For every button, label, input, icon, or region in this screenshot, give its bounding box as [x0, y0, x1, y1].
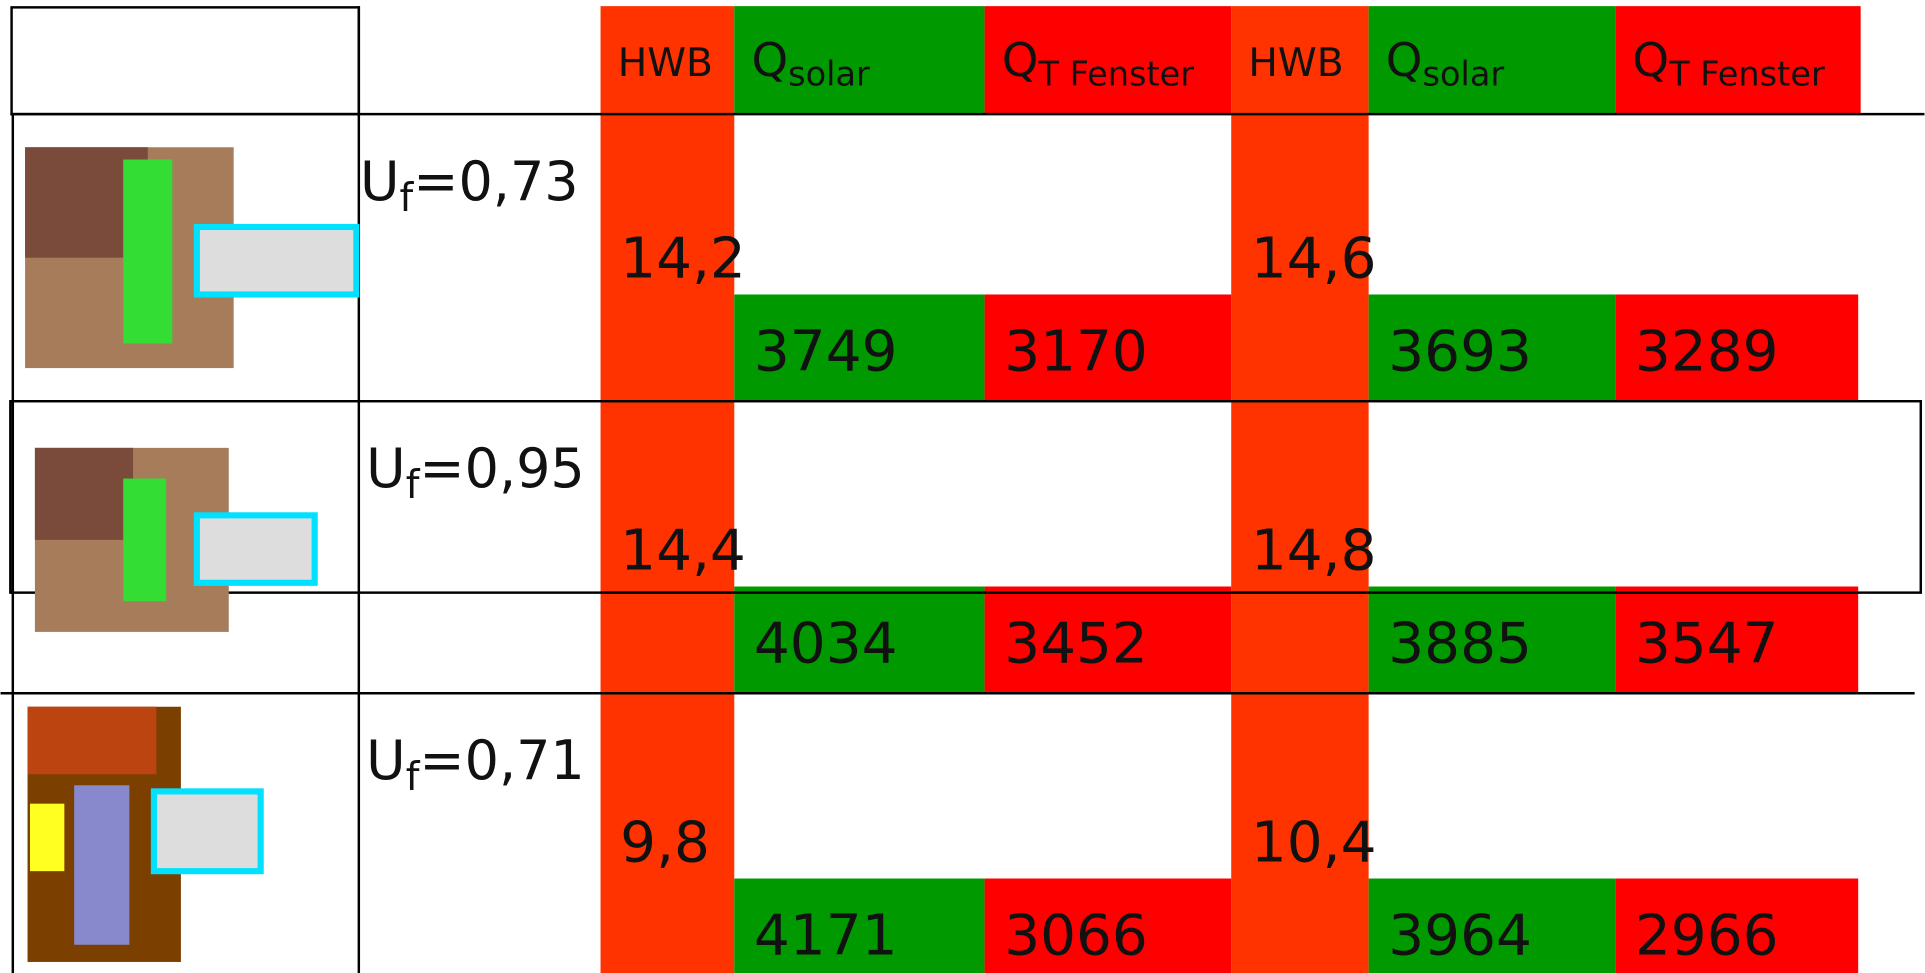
u-value-label-sub: f [406, 463, 421, 508]
cell-value: 3289 [1635, 320, 1779, 385]
column-header-main: Q [751, 33, 788, 87]
cell-value: 3547 [1635, 612, 1779, 677]
u-value-label-sub: f [400, 176, 415, 221]
value-cell [1615, 878, 1859, 973]
hwb-column [600, 6, 735, 973]
value-cell [984, 586, 1232, 694]
window-section-1 [25, 147, 360, 369]
column-header: QT Fenster [1632, 33, 1825, 93]
u-value-label-rest: =0,73 [413, 150, 578, 213]
column-header-main: Q [1002, 33, 1039, 87]
value-cell [1368, 586, 1616, 694]
column-header: Qsolar [751, 33, 870, 93]
cell-value: 3693 [1388, 320, 1532, 385]
table-lines [0, 6, 1925, 973]
cell-value: 3170 [1004, 320, 1148, 385]
header-cell [984, 6, 1232, 115]
column-header: HWB [618, 41, 713, 86]
u-value-label-main: U [366, 437, 406, 500]
u-value-label-sub: f [406, 755, 421, 800]
column-header-main: HWB [618, 41, 713, 86]
column-header: QT Fenster [1002, 33, 1195, 93]
value-cell [734, 586, 985, 694]
cell-value: 3452 [1004, 612, 1148, 677]
value-cell [1368, 878, 1616, 973]
column-header: Qsolar [1386, 33, 1505, 93]
value-cell [1615, 294, 1859, 402]
hwb-value: 14,4 [620, 518, 746, 583]
header-cell [1615, 6, 1861, 115]
column-header-sub: T Fenster [1037, 54, 1194, 93]
u-value-label: Uf=0,71 [366, 729, 585, 800]
value-cell [984, 878, 1232, 973]
cell-value: 3066 [1004, 904, 1148, 969]
u-value-label-rest: =0,95 [419, 437, 584, 500]
u-value-label-main: U [366, 729, 406, 792]
hwb-value: 14,2 [620, 226, 746, 291]
u-value-label: Uf=0,95 [366, 437, 585, 508]
background [600, 6, 1861, 973]
u-value-label: Uf=0,73 [360, 150, 579, 221]
value-cell [1368, 294, 1616, 402]
u-value-label-main: U [360, 150, 400, 213]
value-cell [984, 294, 1232, 402]
cell-value: 3964 [1388, 904, 1532, 969]
value-cell [734, 294, 985, 402]
value-cell [1615, 586, 1859, 694]
hwb-column [1231, 6, 1369, 973]
cell-value: 4034 [754, 612, 898, 677]
column-header-main: Q [1386, 33, 1423, 87]
column-header-main: HWB [1248, 41, 1343, 86]
cell-value: 4171 [754, 904, 898, 969]
texts: HWB Qsolar QT Fenster HWB Qsolar QT FensterUf… [360, 33, 1825, 969]
u-value-label-rest: =0,71 [419, 729, 584, 792]
window-section-2 [34, 447, 318, 632]
cell-value: 3749 [754, 320, 898, 385]
column-header-sub: T Fenster [1668, 54, 1825, 93]
value-cells [734, 294, 1859, 973]
hwb-value: 14,8 [1251, 518, 1377, 583]
column-header-sub: solar [788, 54, 870, 93]
column-header: HWB [1248, 41, 1343, 86]
cell-value: 2966 [1635, 904, 1779, 969]
column-header-main: Q [1632, 33, 1669, 87]
header-cell [1368, 6, 1616, 115]
hwb-value: 10,4 [1251, 810, 1377, 875]
column-header-sub: solar [1422, 54, 1504, 93]
cell-value: 3885 [1388, 612, 1532, 677]
hwb-value: 14,6 [1251, 226, 1377, 291]
header-cell [734, 6, 985, 115]
hwb-value: 9,8 [620, 810, 710, 875]
value-cell [734, 878, 985, 973]
window-section-3 [27, 706, 264, 962]
